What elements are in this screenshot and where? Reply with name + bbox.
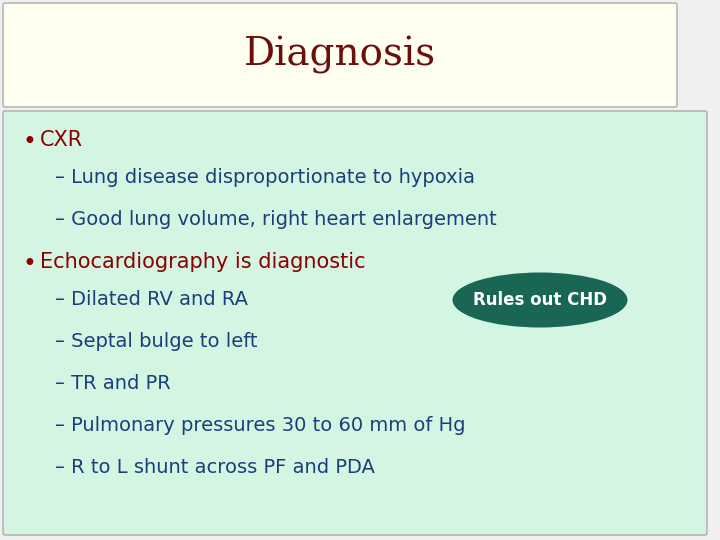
Text: •: • (22, 130, 36, 154)
Text: Echocardiography is diagnostic: Echocardiography is diagnostic (40, 252, 366, 272)
Text: – Lung disease disproportionate to hypoxia: – Lung disease disproportionate to hypox… (55, 168, 475, 187)
Ellipse shape (452, 273, 628, 327)
Text: – Dilated RV and RA: – Dilated RV and RA (55, 290, 248, 309)
Text: CXR: CXR (40, 130, 83, 150)
FancyBboxPatch shape (3, 111, 707, 535)
Text: – Septal bulge to left: – Septal bulge to left (55, 332, 258, 351)
Text: – Good lung volume, right heart enlargement: – Good lung volume, right heart enlargem… (55, 210, 497, 229)
Text: – TR and PR: – TR and PR (55, 374, 171, 393)
FancyBboxPatch shape (3, 3, 677, 107)
Text: – R to L shunt across PF and PDA: – R to L shunt across PF and PDA (55, 458, 375, 477)
Text: •: • (22, 252, 36, 276)
Text: – Pulmonary pressures 30 to 60 mm of Hg: – Pulmonary pressures 30 to 60 mm of Hg (55, 416, 466, 435)
Text: Diagnosis: Diagnosis (244, 36, 436, 74)
Text: Rules out CHD: Rules out CHD (473, 291, 607, 309)
